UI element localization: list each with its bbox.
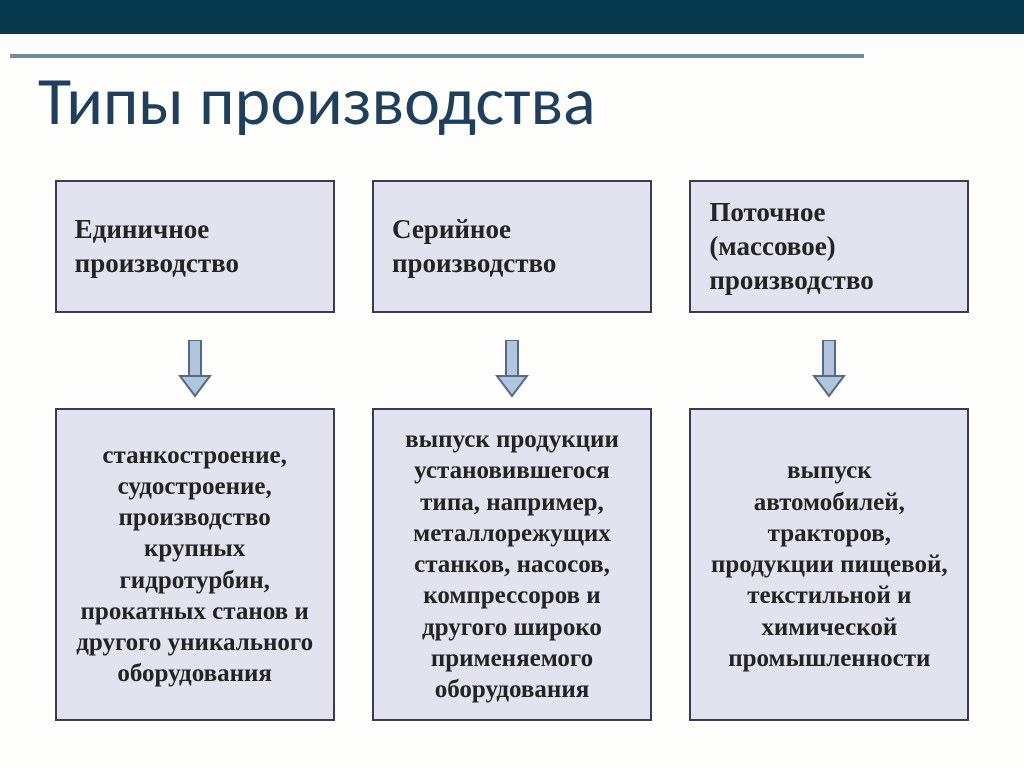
arrow-down-icon bbox=[812, 340, 846, 398]
type-box-2: Серийное производство bbox=[372, 180, 652, 313]
types-row: Единичное производство Серийное производ… bbox=[0, 180, 1024, 313]
arrow-1 bbox=[55, 340, 335, 398]
arrow-2 bbox=[372, 340, 652, 398]
arrow-down-icon bbox=[178, 340, 212, 398]
desc-box-2: выпуск продукции установившегося типа, н… bbox=[372, 408, 652, 721]
type-box-1: Единичное производство bbox=[55, 180, 335, 313]
descriptions-row: станкостроение, судостроение, производст… bbox=[0, 408, 1024, 721]
arrow-down-icon bbox=[495, 340, 529, 398]
desc-box-1: станкостроение, судостроение, производст… bbox=[55, 408, 335, 721]
type-box-3: Поточное (массовое) производство bbox=[689, 180, 969, 313]
page-title: Типы производства bbox=[38, 60, 596, 143]
header-bar bbox=[0, 0, 1024, 64]
top-accent bbox=[0, 0, 1024, 34]
horizontal-line bbox=[10, 54, 864, 58]
arrow-3 bbox=[689, 340, 969, 398]
desc-box-3: выпуск автомобилей, тракторов, продукции… bbox=[689, 408, 969, 721]
arrows-row bbox=[0, 340, 1024, 398]
